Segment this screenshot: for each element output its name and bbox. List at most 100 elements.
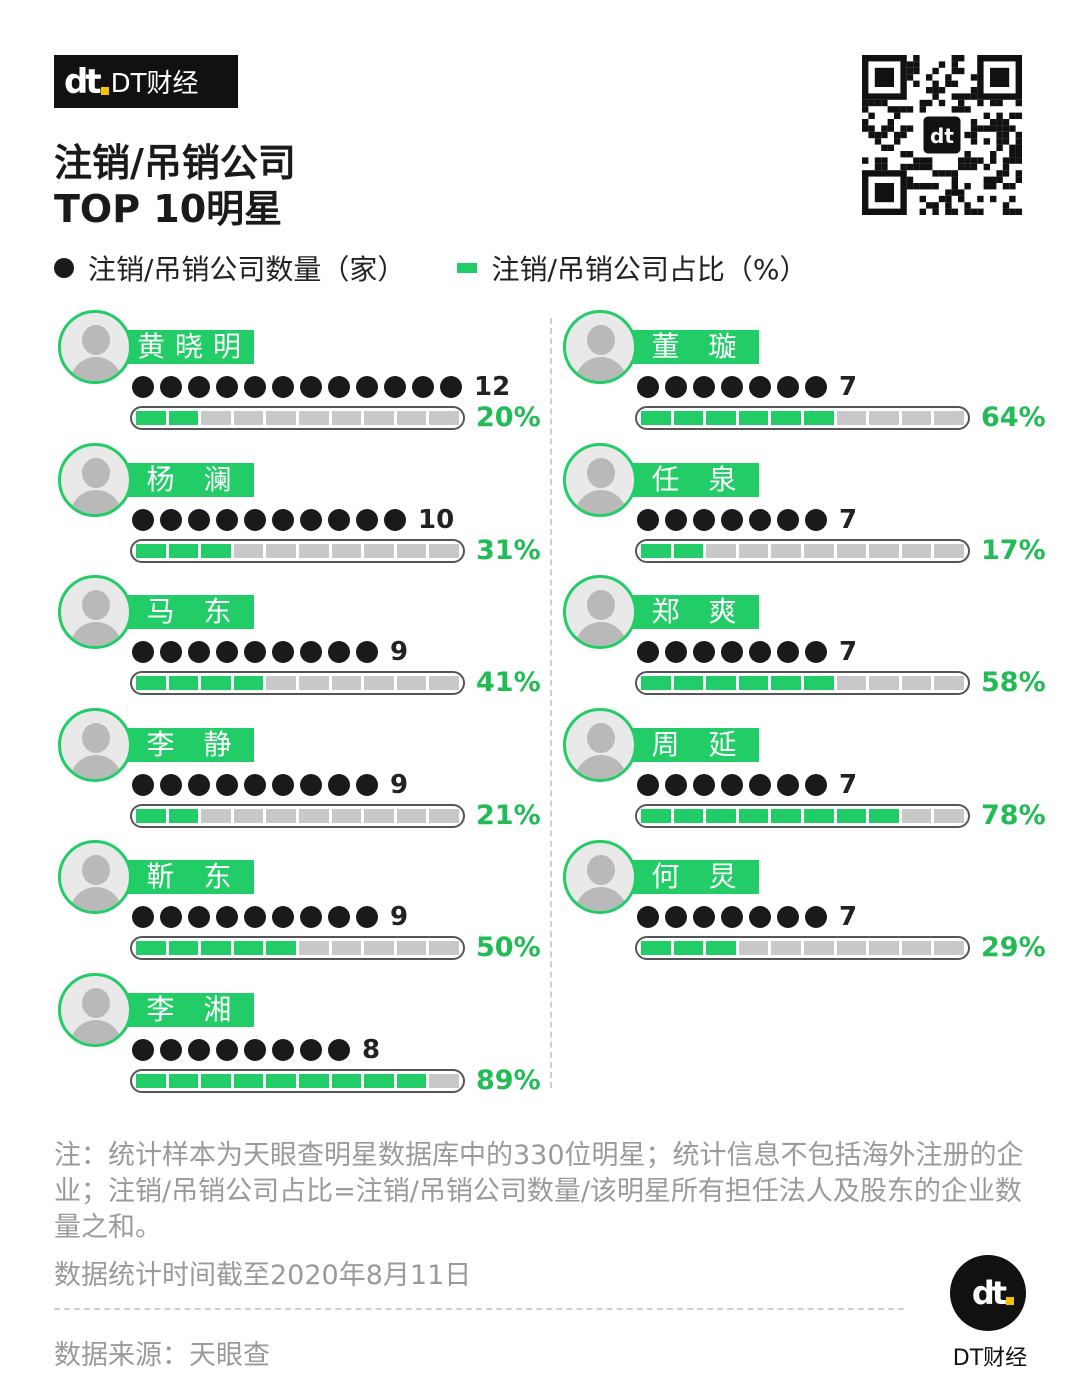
count-dot [665,508,687,531]
ratio-bar-segment [266,808,296,823]
count-dot [300,773,322,796]
count-label: 8 [362,1034,381,1065]
ratio-bar-segment [331,543,362,558]
count-dot [132,641,154,663]
ratio-bar-segment [298,411,329,425]
count-dot [805,376,827,398]
ratio-bar-segment [901,676,932,690]
count-dot [749,508,771,531]
count-dot [216,508,238,531]
ratio-bar-segment [429,411,459,425]
count-dot [272,376,294,398]
ratio-bar-segment [298,1073,329,1088]
count-dot [160,773,182,796]
ratio-bar [130,671,465,695]
count-dot [328,773,350,796]
ratio-bar-segment [136,543,166,558]
count-dot [300,376,322,398]
ratio-bar-segment [901,543,932,558]
ratio-label: 50% [476,932,541,963]
count-label: 10 [418,504,455,535]
count-dot [356,508,378,531]
count-dot [300,906,322,928]
count-dot [693,906,715,928]
ratio-bar-segment [396,676,427,690]
ratio-label: 64% [981,402,1046,433]
ratio-bar-segment [901,808,932,823]
ratio-bar [130,538,465,563]
ratio-bar-segment [869,543,899,558]
count-dot [356,773,378,796]
count-dot [216,1038,238,1061]
ratio-bar-segment [429,543,459,558]
count-label: 7 [839,637,858,667]
count-label: 7 [839,769,858,800]
ratio-bar-segment [168,676,199,690]
count-dot [244,1038,266,1061]
count-dots: 9 [132,902,408,932]
count-dot [300,641,322,663]
ratio-label: 29% [981,932,1046,963]
count-dot [384,508,406,531]
footer-logo-icon: dt [950,1255,1026,1331]
ratio-bar-segment [803,808,834,823]
column-divider [550,318,552,1088]
ratio-bar-segment [869,676,899,690]
ratio-bar-segment [266,941,296,955]
ratio-bar-segment [233,676,264,690]
count-dot [188,1038,210,1061]
ratio-bar-segment [836,676,867,690]
ratio-bar-segment [331,808,362,823]
count-dot [749,641,771,663]
star-name: 李 湘 [124,992,254,1027]
ratio-bar-segment [201,941,231,955]
ratio-bar-segment [836,808,867,823]
ratio-bar-segment [396,411,427,425]
ratio-bar [635,803,970,828]
count-dot [328,906,350,928]
count-dot [721,906,743,928]
ratio-bar-segment [673,676,704,690]
legend-count-label: 注销/吊销公司数量（家） [88,253,406,286]
count-dot [244,641,266,663]
ratio-bar-segment [673,808,704,823]
star-card: 靳 东 9 50% [58,840,541,965]
count-dot [693,641,715,663]
ratio-bar-segment [934,808,964,823]
ratio-bar-segment [429,1073,459,1088]
legend-bar-icon [457,263,478,273]
count-dot [637,641,659,663]
ratio-bar-segment [641,808,671,823]
count-dots: 10 [132,504,455,535]
count-dots: 9 [132,770,408,800]
star-card: 马 东 9 41% [58,575,541,700]
count-dot [721,641,743,663]
ratio-bar-segment [266,1073,296,1088]
count-dot [328,1038,350,1061]
star-name: 马 东 [124,595,254,629]
count-dot [637,376,659,398]
ratio-bar-segment [706,941,736,955]
ratio-bar-segment [168,543,199,558]
footer-divider [54,1308,904,1310]
ratio-bar-segment [331,941,362,955]
ratio-bar-segment [934,411,964,425]
count-dots: 7 [637,637,858,667]
count-dot [244,376,266,398]
avatar [58,575,132,649]
count-dot [160,508,182,531]
ratio-bar-segment [201,676,231,690]
legend-dot-icon [54,258,74,278]
star-card: 杨 澜 10 31% [58,442,541,568]
ratio-bar-segment [869,808,899,823]
count-label: 12 [474,372,511,402]
ratio-bar-segment [771,808,801,823]
ratio-bar-segment [233,1073,264,1088]
count-label: 7 [839,902,858,932]
ratio-bar-segment [771,411,801,425]
count-dot [300,1038,322,1061]
ratio-bar-segment [136,411,166,425]
avatar [58,840,132,914]
legend-ratio-label: 注销/吊销公司占比（%） [491,253,808,286]
count-dot [805,773,827,796]
